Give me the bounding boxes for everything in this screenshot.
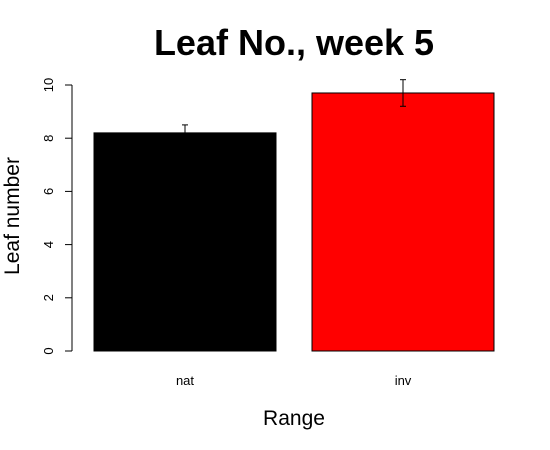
y-tick-label-0: 0 xyxy=(41,347,56,354)
y-axis-label: Leaf number xyxy=(1,157,24,275)
error-bars-group xyxy=(182,79,406,142)
category-labels: nat inv xyxy=(176,373,412,388)
bar-inv xyxy=(311,92,495,352)
y-tick-label-5: 10 xyxy=(41,78,56,92)
x-axis-label: Range xyxy=(263,407,325,430)
y-tick-label-3: 6 xyxy=(41,188,56,195)
category-label-nat: nat xyxy=(176,373,194,388)
chart-title: Leaf No., week 5 xyxy=(154,22,434,63)
bars-group xyxy=(93,92,495,352)
y-tick-label-4: 8 xyxy=(41,135,56,142)
y-axis: 0 2 4 6 8 10 xyxy=(41,78,73,355)
y-tick-label-1: 2 xyxy=(41,294,56,301)
bar-nat xyxy=(93,132,277,352)
y-tick-label-2: 4 xyxy=(41,241,56,248)
category-label-inv: inv xyxy=(395,373,412,388)
